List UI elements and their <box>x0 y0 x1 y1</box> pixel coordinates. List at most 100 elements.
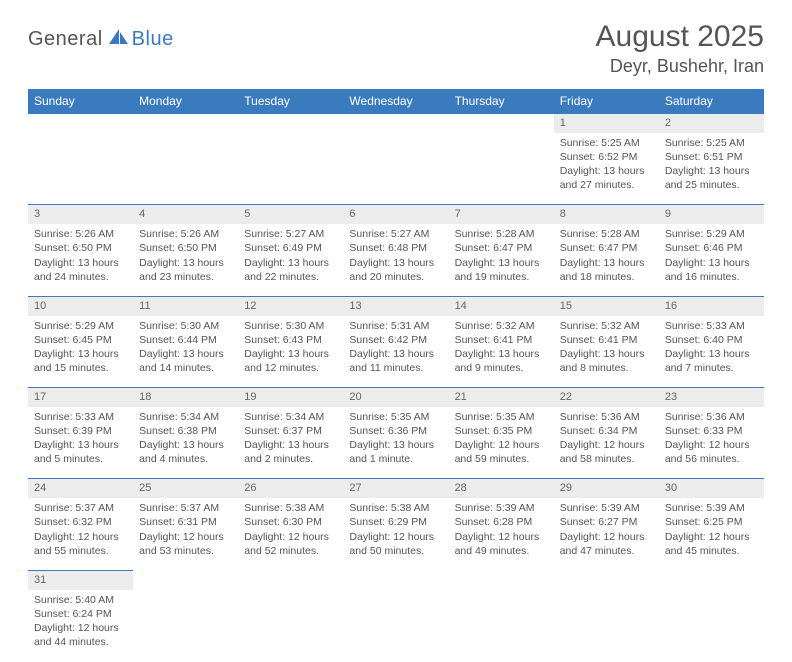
weekday-header: Wednesday <box>343 89 448 114</box>
day-number-cell <box>343 570 448 589</box>
day-content-cell: Sunrise: 5:37 AMSunset: 6:31 PMDaylight:… <box>133 498 238 570</box>
day-content-cell <box>449 590 554 662</box>
sunset-text: Sunset: 6:38 PM <box>139 424 232 438</box>
day-number-cell: 6 <box>343 205 448 224</box>
sunrise-text: Sunrise: 5:32 AM <box>560 319 653 333</box>
day-number-cell: 8 <box>554 205 659 224</box>
day-content-cell: Sunrise: 5:28 AMSunset: 6:47 PMDaylight:… <box>449 224 554 296</box>
sunrise-text: Sunrise: 5:40 AM <box>34 593 127 607</box>
daylight-text: Daylight: 13 hours and 19 minutes. <box>455 256 548 284</box>
logo-sail-icon <box>108 28 130 51</box>
sunrise-text: Sunrise: 5:33 AM <box>34 410 127 424</box>
day-number-row: 3456789 <box>28 205 764 224</box>
day-content-cell: Sunrise: 5:39 AMSunset: 6:28 PMDaylight:… <box>449 498 554 570</box>
daylight-text: Daylight: 12 hours and 53 minutes. <box>139 530 232 558</box>
sunrise-text: Sunrise: 5:27 AM <box>349 227 442 241</box>
daylight-text: Daylight: 13 hours and 7 minutes. <box>665 347 758 375</box>
day-content-row: Sunrise: 5:33 AMSunset: 6:39 PMDaylight:… <box>28 407 764 479</box>
day-number-cell: 31 <box>28 570 133 589</box>
day-number-cell <box>238 114 343 133</box>
sunset-text: Sunset: 6:35 PM <box>455 424 548 438</box>
logo: General Blue <box>28 28 174 51</box>
sunrise-text: Sunrise: 5:33 AM <box>665 319 758 333</box>
day-number-cell <box>133 570 238 589</box>
sunrise-text: Sunrise: 5:26 AM <box>139 227 232 241</box>
weekday-header: Monday <box>133 89 238 114</box>
day-content-cell <box>343 590 448 662</box>
daylight-text: Daylight: 12 hours and 50 minutes. <box>349 530 442 558</box>
sunset-text: Sunset: 6:45 PM <box>34 333 127 347</box>
daylight-text: Daylight: 13 hours and 5 minutes. <box>34 438 127 466</box>
sunrise-text: Sunrise: 5:39 AM <box>560 501 653 515</box>
weekday-header: Sunday <box>28 89 133 114</box>
calendar-table: Sunday Monday Tuesday Wednesday Thursday… <box>28 89 764 662</box>
day-content-cell <box>554 590 659 662</box>
weekday-header: Tuesday <box>238 89 343 114</box>
day-content-cell: Sunrise: 5:30 AMSunset: 6:44 PMDaylight:… <box>133 316 238 388</box>
sunset-text: Sunset: 6:50 PM <box>139 241 232 255</box>
daylight-text: Daylight: 13 hours and 2 minutes. <box>244 438 337 466</box>
day-content-cell: Sunrise: 5:33 AMSunset: 6:40 PMDaylight:… <box>659 316 764 388</box>
day-content-cell <box>133 590 238 662</box>
day-number-cell: 26 <box>238 479 343 498</box>
sunrise-text: Sunrise: 5:29 AM <box>665 227 758 241</box>
sunset-text: Sunset: 6:41 PM <box>455 333 548 347</box>
title-block: August 2025 Deyr, Bushehr, Iran <box>596 20 764 77</box>
day-content-cell: Sunrise: 5:25 AMSunset: 6:52 PMDaylight:… <box>554 133 659 205</box>
day-content-row: Sunrise: 5:40 AMSunset: 6:24 PMDaylight:… <box>28 590 764 662</box>
day-content-cell: Sunrise: 5:31 AMSunset: 6:42 PMDaylight:… <box>343 316 448 388</box>
sunset-text: Sunset: 6:28 PM <box>455 515 548 529</box>
daylight-text: Daylight: 13 hours and 14 minutes. <box>139 347 232 375</box>
daylight-text: Daylight: 13 hours and 24 minutes. <box>34 256 127 284</box>
daylight-text: Daylight: 12 hours and 56 minutes. <box>665 438 758 466</box>
sunrise-text: Sunrise: 5:25 AM <box>665 136 758 150</box>
day-number-cell <box>659 570 764 589</box>
day-number-row: 12 <box>28 114 764 133</box>
day-content-cell: Sunrise: 5:38 AMSunset: 6:30 PMDaylight:… <box>238 498 343 570</box>
daylight-text: Daylight: 13 hours and 15 minutes. <box>34 347 127 375</box>
day-number-cell: 7 <box>449 205 554 224</box>
daylight-text: Daylight: 12 hours and 59 minutes. <box>455 438 548 466</box>
day-number-cell: 1 <box>554 114 659 133</box>
day-content-cell <box>238 590 343 662</box>
daylight-text: Daylight: 12 hours and 58 minutes. <box>560 438 653 466</box>
sunset-text: Sunset: 6:31 PM <box>139 515 232 529</box>
day-number-cell: 27 <box>343 479 448 498</box>
sunrise-text: Sunrise: 5:27 AM <box>244 227 337 241</box>
day-number-cell: 25 <box>133 479 238 498</box>
sunset-text: Sunset: 6:39 PM <box>34 424 127 438</box>
day-content-cell: Sunrise: 5:26 AMSunset: 6:50 PMDaylight:… <box>28 224 133 296</box>
daylight-text: Daylight: 12 hours and 47 minutes. <box>560 530 653 558</box>
day-content-cell <box>659 590 764 662</box>
sunset-text: Sunset: 6:25 PM <box>665 515 758 529</box>
sunrise-text: Sunrise: 5:26 AM <box>34 227 127 241</box>
sunset-text: Sunset: 6:27 PM <box>560 515 653 529</box>
day-number-row: 10111213141516 <box>28 296 764 315</box>
day-number-cell: 22 <box>554 388 659 407</box>
weekday-header-row: Sunday Monday Tuesday Wednesday Thursday… <box>28 89 764 114</box>
day-number-cell: 15 <box>554 296 659 315</box>
day-number-cell: 12 <box>238 296 343 315</box>
day-content-cell: Sunrise: 5:32 AMSunset: 6:41 PMDaylight:… <box>554 316 659 388</box>
sunset-text: Sunset: 6:48 PM <box>349 241 442 255</box>
day-content-cell: Sunrise: 5:35 AMSunset: 6:35 PMDaylight:… <box>449 407 554 479</box>
sunset-text: Sunset: 6:50 PM <box>34 241 127 255</box>
day-content-cell <box>343 133 448 205</box>
day-number-cell: 10 <box>28 296 133 315</box>
day-number-cell: 18 <box>133 388 238 407</box>
day-content-cell <box>133 133 238 205</box>
day-content-cell: Sunrise: 5:26 AMSunset: 6:50 PMDaylight:… <box>133 224 238 296</box>
sunrise-text: Sunrise: 5:38 AM <box>349 501 442 515</box>
day-content-row: Sunrise: 5:25 AMSunset: 6:52 PMDaylight:… <box>28 133 764 205</box>
day-number-cell <box>133 114 238 133</box>
day-number-cell: 28 <box>449 479 554 498</box>
sunset-text: Sunset: 6:43 PM <box>244 333 337 347</box>
day-number-cell: 17 <box>28 388 133 407</box>
day-number-cell: 30 <box>659 479 764 498</box>
sunset-text: Sunset: 6:34 PM <box>560 424 653 438</box>
day-number-cell: 2 <box>659 114 764 133</box>
day-content-cell: Sunrise: 5:29 AMSunset: 6:45 PMDaylight:… <box>28 316 133 388</box>
daylight-text: Daylight: 13 hours and 8 minutes. <box>560 347 653 375</box>
daylight-text: Daylight: 13 hours and 27 minutes. <box>560 164 653 192</box>
daylight-text: Daylight: 12 hours and 45 minutes. <box>665 530 758 558</box>
